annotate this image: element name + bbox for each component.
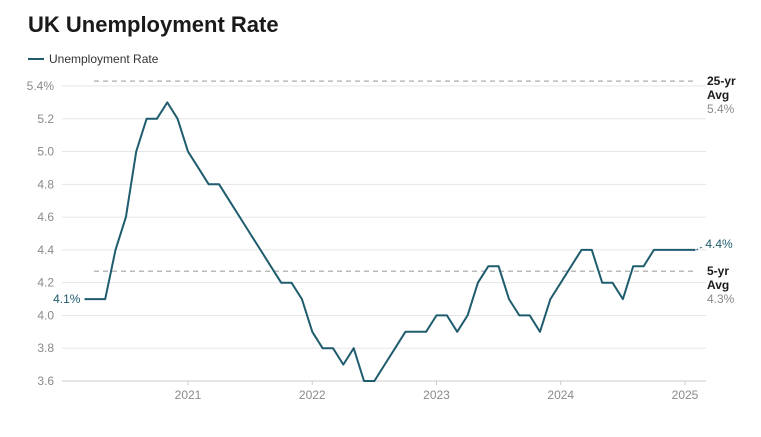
x-tick-label: 2025 xyxy=(672,388,699,402)
series-layer: 4.1% 4.4% xyxy=(53,101,733,382)
gridlines xyxy=(62,85,706,382)
y-tick-label: 5.2 xyxy=(37,112,54,126)
y-tick-label: 4.8 xyxy=(37,177,54,191)
series-start-label: 4.1% xyxy=(53,292,81,306)
y-tick-label: 5.4% xyxy=(27,79,55,93)
series-end-leader xyxy=(696,246,703,251)
y-axis-ticks: 3.6 3.8 4.0 4.2 4.4 4.6 4.8 5.0 5.2 5.4% xyxy=(27,79,55,388)
x-tick-label: 2024 xyxy=(547,388,574,402)
y-tick-label: 3.6 xyxy=(37,374,54,388)
chart-title: UK Unemployment Rate xyxy=(28,12,279,37)
reference-value-label: 4.3% xyxy=(707,292,735,306)
legend-label: Unemployment Rate xyxy=(49,52,159,66)
reference-title: Avg xyxy=(707,278,729,292)
series-line xyxy=(84,101,696,382)
y-tick-label: 4.0 xyxy=(37,308,54,322)
reference-value-label: 5.4% xyxy=(707,102,735,116)
reference-title: 25-yr xyxy=(707,74,736,88)
x-axis-ticks: 2021 2022 2023 2024 2025 xyxy=(175,381,699,402)
x-tick-label: 2021 xyxy=(175,388,202,402)
legend: Unemployment Rate xyxy=(28,52,158,66)
y-tick-label: 3.8 xyxy=(37,341,54,355)
reference-title: Avg xyxy=(707,88,729,102)
y-tick-label: 4.2 xyxy=(37,276,54,290)
reference-title: 5-yr xyxy=(707,264,729,278)
y-tick-label: 5.0 xyxy=(37,145,54,159)
legend-swatch xyxy=(28,58,44,60)
series-end-label: 4.4% xyxy=(705,237,733,251)
x-tick-label: 2022 xyxy=(299,388,326,402)
y-tick-label: 4.6 xyxy=(37,210,54,224)
x-tick-label: 2023 xyxy=(423,388,450,402)
y-tick-label: 4.4 xyxy=(37,243,54,257)
